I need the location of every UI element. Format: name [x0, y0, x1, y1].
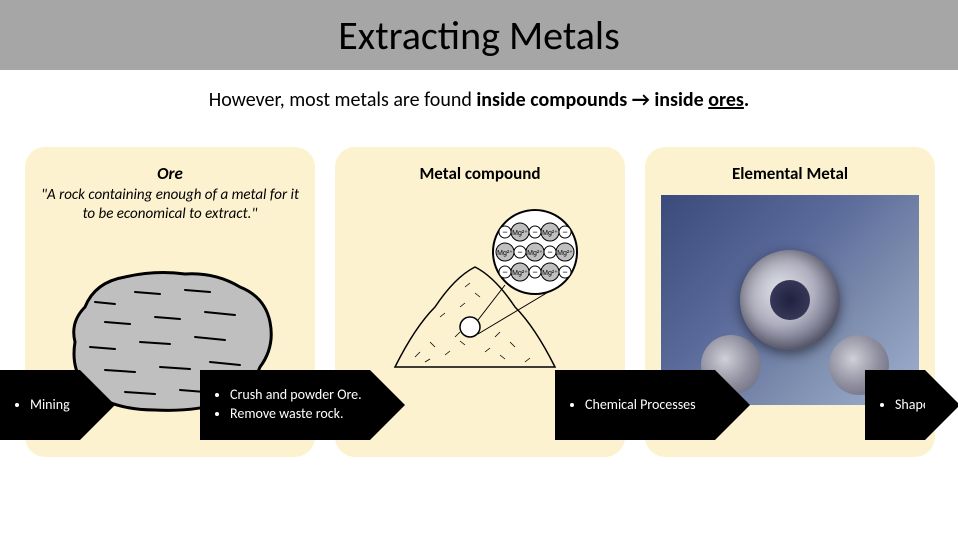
- card-ore-definition: "A rock containing enough of a metal for…: [39, 186, 301, 224]
- subtitle-suffix: .: [744, 88, 749, 112]
- svg-text:Mg²⁺: Mg²⁺: [542, 270, 558, 277]
- svg-text:−: −: [562, 227, 567, 237]
- subtitle-bold2-prefix: inside: [654, 88, 708, 112]
- subtitle: However, most metals are found inside co…: [0, 88, 958, 112]
- subtitle-prefix: However, most metals are found: [209, 88, 477, 112]
- arrow-shaped: Shaped: [865, 370, 925, 440]
- svg-text:−: −: [502, 227, 507, 237]
- arrow-crush-item1: Crush and powder Ore.: [230, 386, 362, 405]
- svg-text:Mg²⁺: Mg²⁺: [557, 250, 573, 257]
- svg-text:Mg²⁺: Mg²⁺: [497, 250, 513, 257]
- arrow-shaped-label: Shaped: [895, 396, 937, 415]
- cards-row: Ore "A rock containing enough of a metal…: [25, 147, 935, 477]
- svg-text:−: −: [517, 247, 522, 257]
- card-compound-title: Metal compound: [349, 163, 611, 184]
- svg-text:−: −: [532, 267, 537, 277]
- arrow-chemical-label: Chemical Processes: [585, 396, 696, 415]
- card-elemental-title: Elemental Metal: [659, 163, 921, 184]
- arrow-mining: Mining: [0, 370, 80, 440]
- svg-text:Mg²⁺: Mg²⁺: [527, 250, 543, 257]
- arrow-mining-label: Mining: [30, 396, 70, 415]
- page-title: Extracting Metals: [338, 11, 620, 60]
- arrow-crush-item2: Remove waste rock.: [230, 405, 362, 424]
- svg-text:−: −: [562, 267, 567, 277]
- svg-text:−: −: [532, 227, 537, 237]
- subtitle-bold1: inside compounds: [476, 88, 627, 112]
- arrow-crush: Crush and powder Ore. Remove waste rock.: [200, 370, 370, 440]
- svg-text:Mg²⁺: Mg²⁺: [512, 270, 528, 277]
- svg-text:−: −: [547, 247, 552, 257]
- svg-text:Mg²⁺: Mg²⁺: [512, 230, 528, 237]
- card-ore-title: Ore: [39, 163, 301, 184]
- svg-text:Mg²⁺: Mg²⁺: [542, 230, 558, 237]
- subtitle-arrow: →: [627, 88, 654, 112]
- subtitle-underline: ores: [708, 88, 744, 112]
- title-bar: Extracting Metals: [0, 0, 958, 70]
- compound-diagram-icon: Mg²⁺ Mg²⁺ Mg²⁺ Mg²⁺ Mg²⁺ Mg²⁺ Mg²⁺ − − −…: [365, 197, 595, 397]
- arrow-chemical: Chemical Processes: [555, 370, 715, 440]
- svg-text:−: −: [502, 267, 507, 277]
